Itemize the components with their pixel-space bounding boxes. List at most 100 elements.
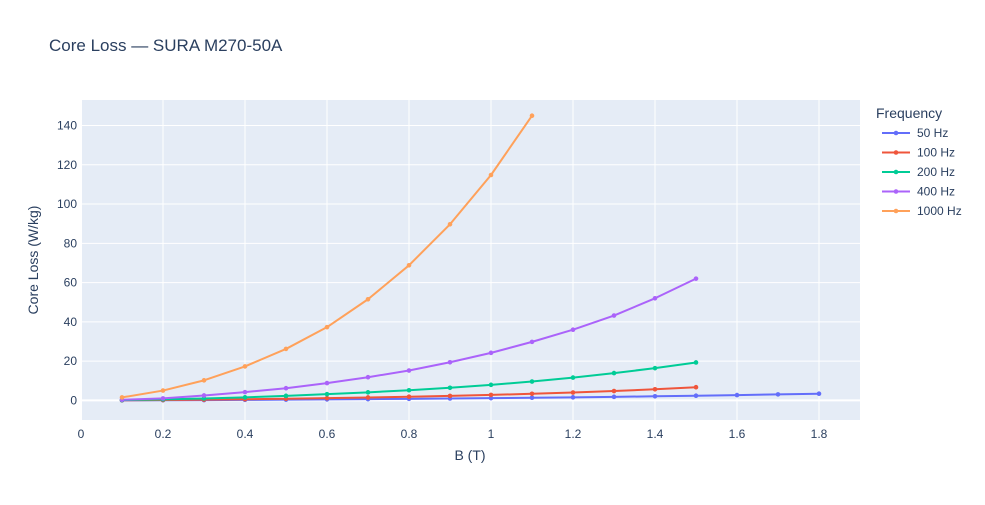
- y-tick-label: 80: [64, 236, 78, 250]
- data-point: [160, 388, 166, 393]
- legend-marker: [893, 130, 899, 136]
- legend-label: 50 Hz: [917, 126, 948, 140]
- chart-title: Core Loss — SURA M270-50A: [49, 36, 283, 55]
- data-point: [488, 172, 494, 178]
- x-tick-label: 1.8: [811, 427, 828, 441]
- data-point: [693, 276, 699, 281]
- data-point: [406, 394, 412, 400]
- legend-item[interactable]: 50 Hz: [882, 126, 948, 140]
- data-point: [447, 221, 453, 227]
- data-point: [324, 324, 330, 330]
- y-tick-label: 140: [57, 119, 77, 133]
- data-point: [529, 379, 535, 384]
- x-tick-label: 0.4: [237, 427, 254, 441]
- legend-marker: [893, 189, 899, 194]
- x-tick-label: 0.2: [155, 427, 172, 441]
- data-point: [775, 392, 781, 397]
- x-tick-label: 1.2: [565, 427, 582, 441]
- y-tick-label: 120: [57, 158, 77, 172]
- data-point: [283, 393, 289, 399]
- y-tick-label: 20: [64, 354, 78, 368]
- legend-label: 400 Hz: [917, 185, 955, 199]
- data-point: [447, 359, 453, 365]
- legend-items: 50 Hz 100 Hz 200 Hz 400 Hz 1000 Hz: [882, 126, 962, 218]
- legend-marker: [893, 150, 899, 155]
- data-point: [570, 395, 576, 400]
- legend-item[interactable]: 1000 Hz: [882, 204, 962, 218]
- data-point: [734, 392, 740, 398]
- legend-item[interactable]: 100 Hz: [882, 146, 955, 160]
- data-point: [570, 327, 576, 332]
- data-point: [652, 394, 658, 399]
- data-point: [160, 396, 166, 401]
- legend-label: 200 Hz: [917, 165, 955, 179]
- data-point: [365, 395, 371, 400]
- data-point: [488, 395, 494, 401]
- data-point: [611, 388, 617, 394]
- legend-label: 1000 Hz: [917, 204, 962, 218]
- data-point: [324, 380, 330, 386]
- legend-marker: [893, 169, 899, 175]
- data-point: [201, 378, 207, 383]
- legend-marker: [893, 208, 899, 214]
- data-point: [529, 113, 535, 119]
- plot-background: [81, 100, 860, 420]
- legend-item[interactable]: 400 Hz: [882, 185, 955, 199]
- y-tick-label: 100: [57, 197, 77, 211]
- data-point: [324, 395, 330, 401]
- legend-label: 100 Hz: [917, 146, 955, 160]
- y-tick-label: 40: [64, 315, 78, 329]
- data-series: [119, 113, 822, 403]
- y-tick-label: 0: [70, 393, 77, 407]
- x-tick-label: 0.6: [319, 427, 336, 441]
- data-point: [693, 384, 699, 390]
- legend-item[interactable]: 200 Hz: [882, 165, 955, 179]
- data-point: [406, 263, 412, 268]
- data-point: [119, 395, 125, 400]
- data-point: [406, 387, 412, 393]
- x-tick-label: 1.6: [729, 427, 746, 441]
- data-point: [652, 295, 658, 301]
- data-point: [242, 395, 248, 400]
- data-point: [365, 390, 371, 395]
- data-point: [283, 346, 289, 352]
- tick-labels: 0 0.2 0.4 0.6 0.8 1 1.2 1.4 1.6 1.8 0 20 40 60 80 100 12…: [57, 119, 828, 441]
- data-point: [242, 389, 248, 395]
- data-point: [652, 386, 658, 392]
- data-point: [611, 313, 617, 318]
- data-point: [488, 382, 494, 388]
- data-point: [529, 339, 535, 345]
- x-tick-label: 0: [78, 427, 85, 441]
- data-point: [365, 296, 371, 302]
- series-1000-hz: [119, 113, 535, 400]
- data-point: [611, 370, 617, 376]
- data-point: [406, 368, 412, 373]
- data-point: [201, 393, 207, 398]
- data-point: [693, 393, 699, 399]
- legend-title: Frequency: [876, 105, 942, 121]
- x-tick-label: 1: [488, 427, 495, 441]
- series-400-hz: [119, 276, 699, 403]
- legend: Frequency 50 Hz 100 Hz 200 Hz 400 Hz 1000 Hz: [876, 105, 962, 218]
- data-point: [283, 385, 289, 391]
- data-point: [652, 365, 658, 371]
- data-point: [447, 393, 453, 399]
- y-tick-label: 60: [64, 276, 78, 290]
- x-axis-title: B (T): [454, 447, 485, 463]
- data-point: [611, 394, 617, 400]
- data-point: [693, 360, 699, 365]
- data-point: [365, 374, 371, 380]
- data-point: [242, 364, 248, 369]
- data-point: [324, 391, 330, 397]
- data-point: [816, 391, 822, 396]
- data-point: [570, 390, 576, 395]
- data-point: [447, 385, 453, 391]
- data-point: [570, 375, 576, 380]
- data-point: [488, 350, 494, 356]
- data-point: [529, 395, 535, 401]
- data-point: [488, 392, 494, 398]
- data-point: [529, 391, 535, 397]
- x-tick-label: 1.4: [647, 427, 664, 441]
